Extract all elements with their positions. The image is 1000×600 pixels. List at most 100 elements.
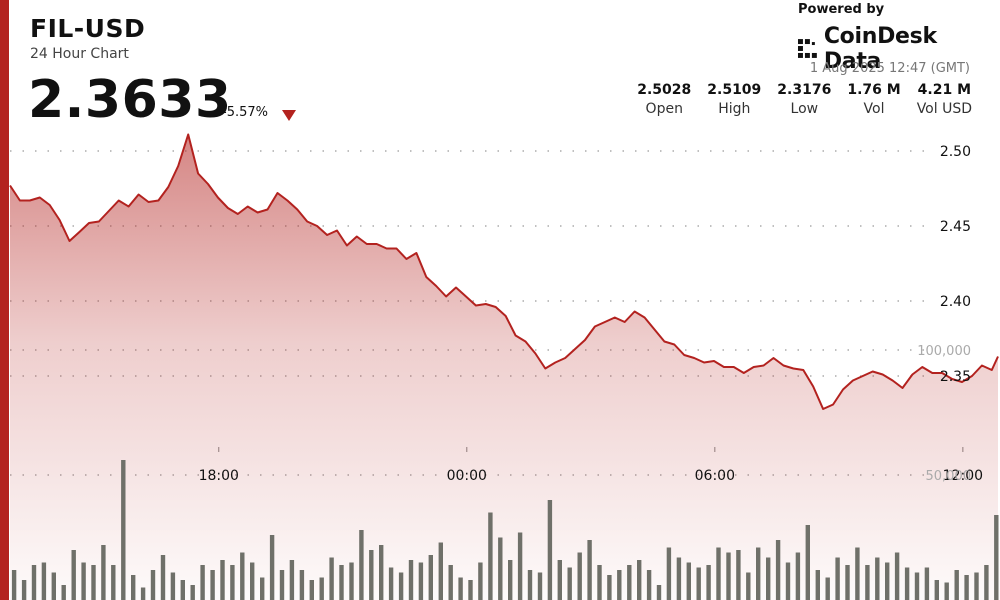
volume-bar xyxy=(458,577,463,600)
volume-bar xyxy=(795,552,801,600)
brand-logo[interactable]: CoinDesk Data xyxy=(797,24,1000,74)
volume-bar xyxy=(299,570,305,600)
volume-bar xyxy=(131,575,136,600)
volume-bar xyxy=(309,580,314,600)
volume-bar xyxy=(557,560,562,600)
volume-bar xyxy=(438,542,443,600)
volume-bar xyxy=(904,567,910,600)
volume-bar xyxy=(517,532,523,600)
volume-bar xyxy=(488,512,493,600)
volume-bar xyxy=(190,585,195,600)
volume-bar xyxy=(170,572,176,600)
volume-bar xyxy=(964,575,969,600)
volume-bar xyxy=(319,577,324,600)
powered-by-label: Powered by xyxy=(798,2,885,17)
volume-bar xyxy=(418,562,424,600)
price-axis-label: 2.50 xyxy=(940,144,971,160)
stat-value: 2.5028 xyxy=(637,82,692,98)
volume-bar xyxy=(180,580,185,600)
volume-bar xyxy=(468,580,473,600)
volume-bar xyxy=(894,552,900,600)
volume-bar xyxy=(785,562,791,600)
price-line xyxy=(9,133,999,410)
volume-bar xyxy=(91,565,96,600)
volume-bar xyxy=(994,515,999,600)
stat-value: 2.3176 xyxy=(777,82,832,98)
volume-bar xyxy=(656,585,662,600)
x-tick-label: 06:00 xyxy=(695,468,735,484)
volume-bar xyxy=(527,570,533,600)
volume-bar xyxy=(398,572,404,600)
volume-bar xyxy=(140,587,146,600)
volume-bar xyxy=(329,557,334,600)
volume-bar xyxy=(240,552,245,600)
volume-bar xyxy=(408,560,414,600)
volume-bar xyxy=(637,560,642,600)
volume-bar xyxy=(369,550,374,600)
volume-bar xyxy=(706,565,711,600)
price-axis-label: 2.40 xyxy=(940,294,971,310)
stats-row: 2.5028 Open 2.5109 High 2.3176 Low 1.76 … xyxy=(621,82,972,117)
volume-bar xyxy=(984,565,989,600)
stat-value: 1.76 M xyxy=(847,82,901,98)
volume-bar xyxy=(726,552,731,600)
volume-bar xyxy=(716,547,721,600)
volume-bar xyxy=(478,562,483,600)
stat-label: Vol USD xyxy=(916,101,972,117)
stat-label: Vol xyxy=(863,101,885,117)
volume-bar xyxy=(51,572,56,600)
volume-bar xyxy=(974,572,979,600)
x-tick-label: 12:00 xyxy=(943,468,983,484)
stat-high: 2.5109 High xyxy=(707,82,761,117)
volume-bar xyxy=(388,567,394,600)
volume-bar xyxy=(81,562,86,600)
volume-bar xyxy=(121,460,126,600)
stat-vol: 1.76 M Vol xyxy=(847,82,900,117)
volume-bar xyxy=(885,562,890,600)
volume-bar xyxy=(696,567,701,600)
stat-open: 2.5028 Open xyxy=(637,82,691,117)
volume-bar xyxy=(924,567,930,600)
stat-label: High xyxy=(718,101,751,117)
volume-bar xyxy=(61,585,66,600)
volume-bar xyxy=(41,562,47,600)
volume-bar xyxy=(587,540,592,600)
volume-bar xyxy=(448,565,453,600)
volume-bar xyxy=(289,560,295,600)
chart-subtitle: 24 Hour Chart xyxy=(30,46,129,62)
volume-bar xyxy=(775,540,781,600)
volume-bar xyxy=(954,570,959,600)
price-change: -5.57% xyxy=(222,105,268,120)
coindesk-logo-icon xyxy=(797,39,817,58)
volume-bar xyxy=(914,572,920,600)
volume-bar xyxy=(71,550,76,600)
price-area xyxy=(10,134,998,600)
price-axis-label: 2.35 xyxy=(940,369,971,385)
price-axis-label: 2.45 xyxy=(940,219,971,235)
volume-bar xyxy=(666,547,672,600)
stat-label: Open xyxy=(645,101,683,117)
volume-bar xyxy=(766,557,771,600)
volume-bar xyxy=(269,535,275,600)
x-tick-label: 00:00 xyxy=(447,468,487,484)
volume-axis-label: 50,000 xyxy=(926,469,972,484)
down-arrow-icon xyxy=(282,110,296,121)
volume-bar xyxy=(865,565,870,600)
volume-bar xyxy=(230,565,235,600)
stat-value: 4.21 M xyxy=(917,82,972,98)
volume-bar xyxy=(359,530,364,600)
volume-bar xyxy=(617,570,622,600)
stat-low: 2.3176 Low xyxy=(777,82,831,117)
volume-bar xyxy=(547,500,553,600)
volume-bar xyxy=(934,580,939,600)
stat-value: 2.5109 xyxy=(707,82,762,98)
volume-bar xyxy=(498,537,503,600)
volume-bar xyxy=(646,570,652,600)
volume-bar xyxy=(746,572,751,600)
pair-title: FIL-USD xyxy=(30,14,146,43)
volume-bar xyxy=(567,567,572,600)
volume-bar xyxy=(607,575,612,600)
volume-bar xyxy=(627,565,632,600)
volume-bar xyxy=(31,565,37,600)
